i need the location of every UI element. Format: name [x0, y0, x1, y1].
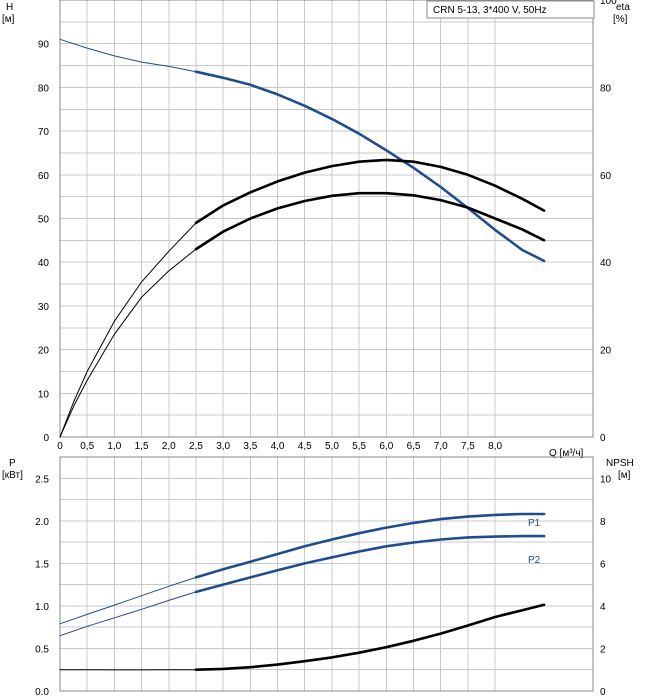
- top-x-tick-label: 3,5: [243, 441, 257, 452]
- top-chart-tick-labels: 0 0,5 1,0 1,5 2,0 2,5 3,0 3,5 4,0 4,5 5,0 5,5 6,0 6,5…: [38, 0, 617, 452]
- top-x-tick-label: 1,5: [135, 441, 149, 452]
- top-left-tick-label: 30: [38, 302, 50, 313]
- bottom-right-tick-label: 6: [600, 559, 606, 570]
- curve-eta-total-thin: [59, 248, 197, 438]
- curve-eta-duty: [194, 158, 546, 225]
- top-chart-frame: [59, 0, 594, 438]
- top-left-tick-label: 80: [38, 83, 50, 94]
- top-x-tick-label: 6,5: [407, 441, 421, 452]
- top-right-tick-label: 0: [600, 433, 606, 444]
- curve-p2-duty: [194, 534, 546, 594]
- bottom-left-tick-label: 0.0: [35, 687, 49, 698]
- bottom-left-tick-label: 1.0: [35, 602, 49, 613]
- top-x-tick-label: 7,0: [434, 441, 448, 452]
- top-x-tick-label: 2,5: [189, 441, 203, 452]
- top-left-tick-label: 0: [43, 433, 49, 444]
- top-left-tick-label: 20: [38, 346, 50, 357]
- top-x-tick-label: 4,0: [271, 441, 285, 452]
- curve-eta-thin: [59, 222, 197, 438]
- bottom-chart-curves: [59, 512, 546, 671]
- curve-npsh-duty: [194, 603, 546, 671]
- top-x-tick-label: 0,5: [80, 441, 94, 452]
- head-axis-title: H: [6, 2, 13, 13]
- p2-series-label: P2: [528, 555, 541, 566]
- bottom-chart-tick-labels: 0.0 0.5 1.0 1.5 2.0 2.5 0 2 4 6 8 10: [35, 474, 611, 698]
- top-right-tick-label: 100: [600, 0, 617, 7]
- flow-axis-label: Q [м³/ч]: [549, 448, 584, 459]
- top-right-tick-label: 20: [600, 346, 612, 357]
- curve-p1-thin: [59, 576, 197, 625]
- efficiency-axis-unit: [%]: [613, 14, 628, 25]
- top-right-tick-label: 40: [600, 258, 612, 269]
- top-x-tick-label: 0: [57, 441, 63, 452]
- curve-eta-total-duty: [194, 191, 546, 251]
- top-left-tick-label: 60: [38, 171, 50, 182]
- top-left-tick-label: 10: [38, 389, 50, 400]
- top-x-tick-label: 4,5: [298, 441, 312, 452]
- top-right-tick-label: 80: [600, 83, 612, 94]
- bottom-right-tick-label: 4: [600, 602, 606, 613]
- top-x-tick-label: 8,0: [488, 441, 502, 452]
- bottom-right-tick-label: 0: [600, 687, 606, 698]
- legend-box: [426, 0, 595, 19]
- power-axis-unit: [кВт]: [2, 470, 23, 481]
- top-chart-grid: [60, 0, 593, 437]
- top-x-tick-label: 6,0: [379, 441, 393, 452]
- curve-h-duty: [194, 70, 546, 263]
- bottom-right-tick-label: 8: [600, 517, 606, 528]
- top-right-tick-label: 60: [600, 171, 612, 182]
- efficiency-axis-title: eta: [616, 2, 630, 13]
- bottom-left-tick-label: 1.5: [35, 559, 49, 570]
- head-axis-unit: [м]: [2, 14, 15, 25]
- top-x-tick-label: 1,0: [107, 441, 121, 452]
- bottom-left-tick-label: 0.5: [35, 644, 49, 655]
- legend-box-text: CRN 5-13, 3*400 V, 50Hz: [433, 5, 547, 16]
- top-x-tick-label: 3,0: [216, 441, 230, 452]
- bottom-right-tick-label: 2: [600, 644, 606, 655]
- top-x-tick-label: 5,0: [325, 441, 339, 452]
- top-chart-curves: [59, 38, 546, 438]
- top-left-tick-label: 50: [38, 215, 50, 226]
- bottom-chart-frame: [59, 456, 594, 692]
- top-left-tick-label: 40: [38, 258, 50, 269]
- curve-p1-duty: [194, 512, 546, 579]
- top-x-tick-label: 7,5: [461, 441, 475, 452]
- power-axis-title: P: [9, 458, 16, 469]
- bottom-right-tick-label: 10: [600, 474, 612, 485]
- p1-series-label: P1: [528, 518, 541, 529]
- top-x-tick-label: 5,5: [352, 441, 366, 452]
- top-left-tick-label: 90: [38, 40, 50, 51]
- curve-p2-thin: [59, 591, 197, 637]
- top-x-tick-label: 2,0: [162, 441, 176, 452]
- bottom-left-tick-label: 2.0: [35, 517, 49, 528]
- bottom-chart-grid: [60, 457, 593, 691]
- npsh-axis-title: NPSH: [606, 458, 634, 469]
- npsh-axis-unit: [м]: [618, 470, 631, 481]
- top-left-tick-label: 70: [38, 127, 50, 138]
- curve-h-thin: [59, 38, 197, 73]
- bottom-left-tick-label: 2.5: [35, 474, 49, 485]
